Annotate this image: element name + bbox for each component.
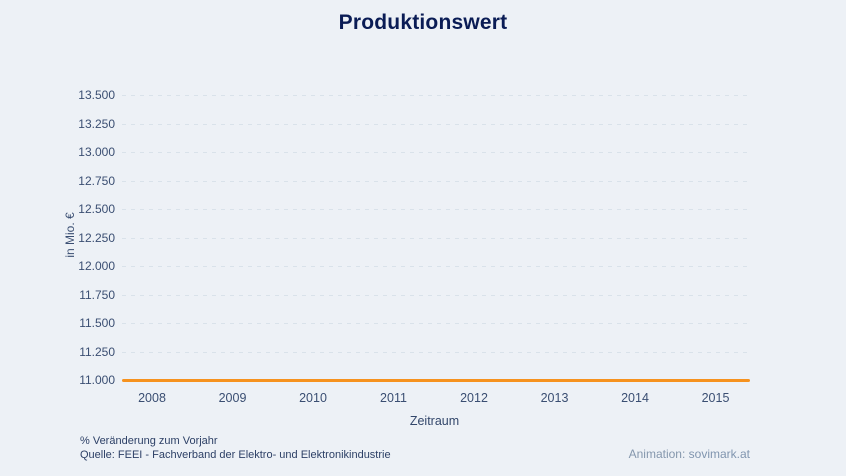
x-tick-label: 2013 (540, 391, 569, 405)
animation-credit-label: Animation: (628, 447, 689, 461)
gridline (122, 266, 747, 267)
y-tick-label: 13.250 (78, 116, 115, 131)
y-tick-label: 11.000 (79, 373, 115, 387)
x-tick-label: 2015 (701, 391, 730, 405)
y-tick-label: 12.250 (78, 230, 115, 245)
animation-credit: Animation: sovimark.at (629, 447, 750, 461)
x-tick-label: 2014 (621, 391, 649, 405)
x-tick-label: 2011 (380, 391, 407, 405)
x-tick-label: 2012 (460, 391, 488, 405)
y-tick-label: 11.750 (79, 287, 115, 302)
gridline (122, 152, 747, 153)
y-tick-label: 11.500 (79, 316, 115, 330)
footnote-source: Quelle: FEEI - Fachverband der Elektro- … (80, 449, 391, 461)
gridline (122, 323, 747, 324)
y-axis-title: in Mio. € (63, 212, 77, 258)
x-axis-title: Zeitraum (409, 414, 460, 428)
gridline (122, 95, 747, 96)
x-tick-label: 2008 (138, 391, 166, 405)
animation-credit-link[interactable]: sovimark.at (688, 447, 750, 461)
gridline (122, 180, 747, 182)
y-tick-label: 11.250 (79, 344, 115, 359)
chart-title: Produktionswert (338, 11, 508, 34)
footnote-change-vs-prior-year: % Veränderung zum Vorjahr (80, 435, 218, 447)
y-tick-label: 13.500 (78, 88, 115, 102)
x-tick-label: 2009 (218, 391, 247, 405)
y-tick-label: 13.000 (78, 145, 115, 159)
gridline (122, 123, 747, 125)
y-tick-label: 12.750 (78, 173, 115, 188)
x-tick-label: 2010 (299, 391, 327, 405)
gridline (122, 294, 747, 296)
y-tick-label: 12.500 (78, 202, 115, 216)
series-line-produktionswert (122, 378, 750, 382)
gridline (122, 351, 747, 353)
footnotes: % Veränderung zum Vorjahr Quelle: FEEI -… (80, 434, 391, 462)
gridline (122, 209, 747, 210)
plot-area: Zeitraum 13.500 13.250 13.000 12.750 12.500 1… (78, 88, 750, 428)
y-tick-label: 12.000 (78, 259, 115, 273)
gridline (122, 237, 747, 239)
